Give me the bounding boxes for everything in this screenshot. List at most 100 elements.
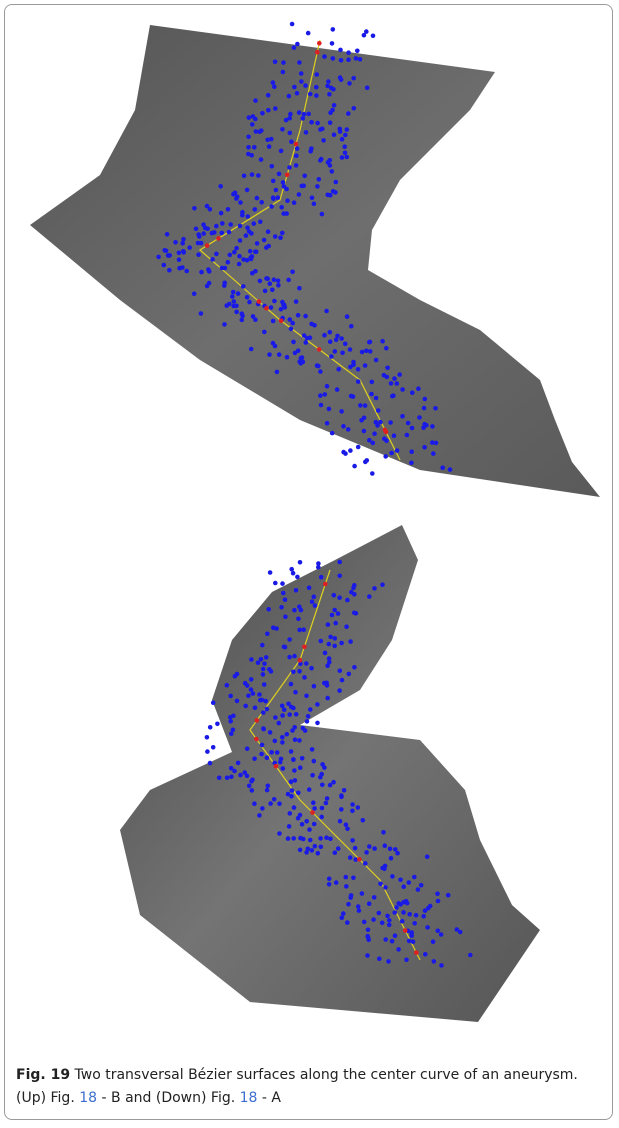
point bbox=[304, 130, 309, 135]
point bbox=[336, 611, 341, 616]
point bbox=[341, 424, 346, 429]
point bbox=[387, 923, 392, 928]
point bbox=[367, 901, 372, 906]
point bbox=[289, 779, 294, 784]
point bbox=[248, 249, 253, 254]
point bbox=[312, 202, 317, 207]
point bbox=[173, 240, 178, 245]
point bbox=[291, 340, 296, 345]
point bbox=[272, 797, 277, 802]
point bbox=[235, 672, 240, 677]
point bbox=[347, 81, 352, 86]
point bbox=[336, 846, 341, 851]
point bbox=[384, 346, 389, 351]
point bbox=[315, 721, 320, 726]
point bbox=[401, 884, 406, 889]
point bbox=[201, 231, 206, 236]
point bbox=[253, 117, 258, 122]
point bbox=[232, 299, 237, 304]
point bbox=[339, 807, 344, 812]
point bbox=[269, 669, 274, 674]
point bbox=[374, 358, 379, 363]
point bbox=[344, 884, 349, 889]
point bbox=[372, 895, 377, 900]
caption-text: Two transversal Bézier surfaces along th… bbox=[16, 1067, 578, 1106]
point bbox=[346, 902, 351, 907]
point bbox=[394, 905, 399, 910]
point bbox=[295, 42, 300, 47]
point bbox=[281, 180, 286, 185]
caption: Fig. 19 Two transversal Bézier surfaces … bbox=[16, 1064, 606, 1110]
point bbox=[422, 445, 427, 450]
point bbox=[439, 963, 444, 968]
point bbox=[316, 561, 321, 566]
point bbox=[404, 958, 409, 963]
point bbox=[358, 403, 363, 408]
point bbox=[216, 236, 221, 241]
point bbox=[156, 255, 161, 260]
point bbox=[295, 91, 300, 96]
point bbox=[280, 581, 285, 586]
point bbox=[401, 910, 406, 915]
point bbox=[327, 642, 332, 647]
point bbox=[363, 403, 368, 408]
point bbox=[299, 79, 304, 84]
point bbox=[258, 220, 263, 225]
point bbox=[377, 911, 382, 916]
point bbox=[296, 816, 301, 821]
point bbox=[340, 137, 345, 142]
point bbox=[205, 735, 210, 740]
point bbox=[343, 133, 348, 138]
point bbox=[319, 845, 324, 850]
point bbox=[236, 291, 241, 296]
point bbox=[344, 624, 349, 629]
point bbox=[345, 920, 350, 925]
point bbox=[250, 788, 255, 793]
point bbox=[232, 250, 237, 255]
point bbox=[297, 359, 302, 364]
point bbox=[334, 880, 339, 885]
point bbox=[390, 939, 395, 944]
point bbox=[307, 787, 312, 792]
point bbox=[330, 431, 335, 436]
point bbox=[283, 597, 288, 602]
point bbox=[345, 598, 350, 603]
point bbox=[340, 351, 345, 356]
point bbox=[339, 409, 344, 414]
point bbox=[332, 608, 337, 613]
figure-reference[interactable]: 18 bbox=[240, 1090, 258, 1106]
point bbox=[330, 169, 335, 174]
point bbox=[341, 450, 346, 455]
point bbox=[281, 766, 286, 771]
point bbox=[314, 93, 319, 98]
point bbox=[398, 878, 403, 883]
point bbox=[310, 599, 315, 604]
point bbox=[250, 122, 255, 127]
point bbox=[212, 230, 217, 235]
point bbox=[273, 344, 278, 349]
point bbox=[297, 192, 302, 197]
point bbox=[293, 737, 298, 742]
point bbox=[330, 108, 335, 113]
point bbox=[371, 917, 376, 922]
figure-reference[interactable]: 18 bbox=[79, 1090, 97, 1106]
point bbox=[246, 214, 251, 219]
point bbox=[324, 801, 329, 806]
point bbox=[423, 952, 428, 957]
point bbox=[312, 684, 317, 689]
point bbox=[436, 899, 441, 904]
point bbox=[265, 788, 270, 793]
point bbox=[177, 257, 182, 262]
point bbox=[323, 392, 328, 397]
point bbox=[196, 252, 201, 257]
point bbox=[316, 364, 321, 369]
point bbox=[383, 937, 388, 942]
page: Fig. 19 Two transversal Bézier surfaces … bbox=[0, 0, 619, 1128]
point bbox=[240, 318, 245, 323]
point bbox=[292, 85, 297, 90]
point bbox=[350, 809, 355, 814]
point bbox=[310, 773, 315, 778]
point bbox=[328, 783, 333, 788]
point bbox=[220, 221, 225, 226]
point bbox=[343, 151, 348, 156]
